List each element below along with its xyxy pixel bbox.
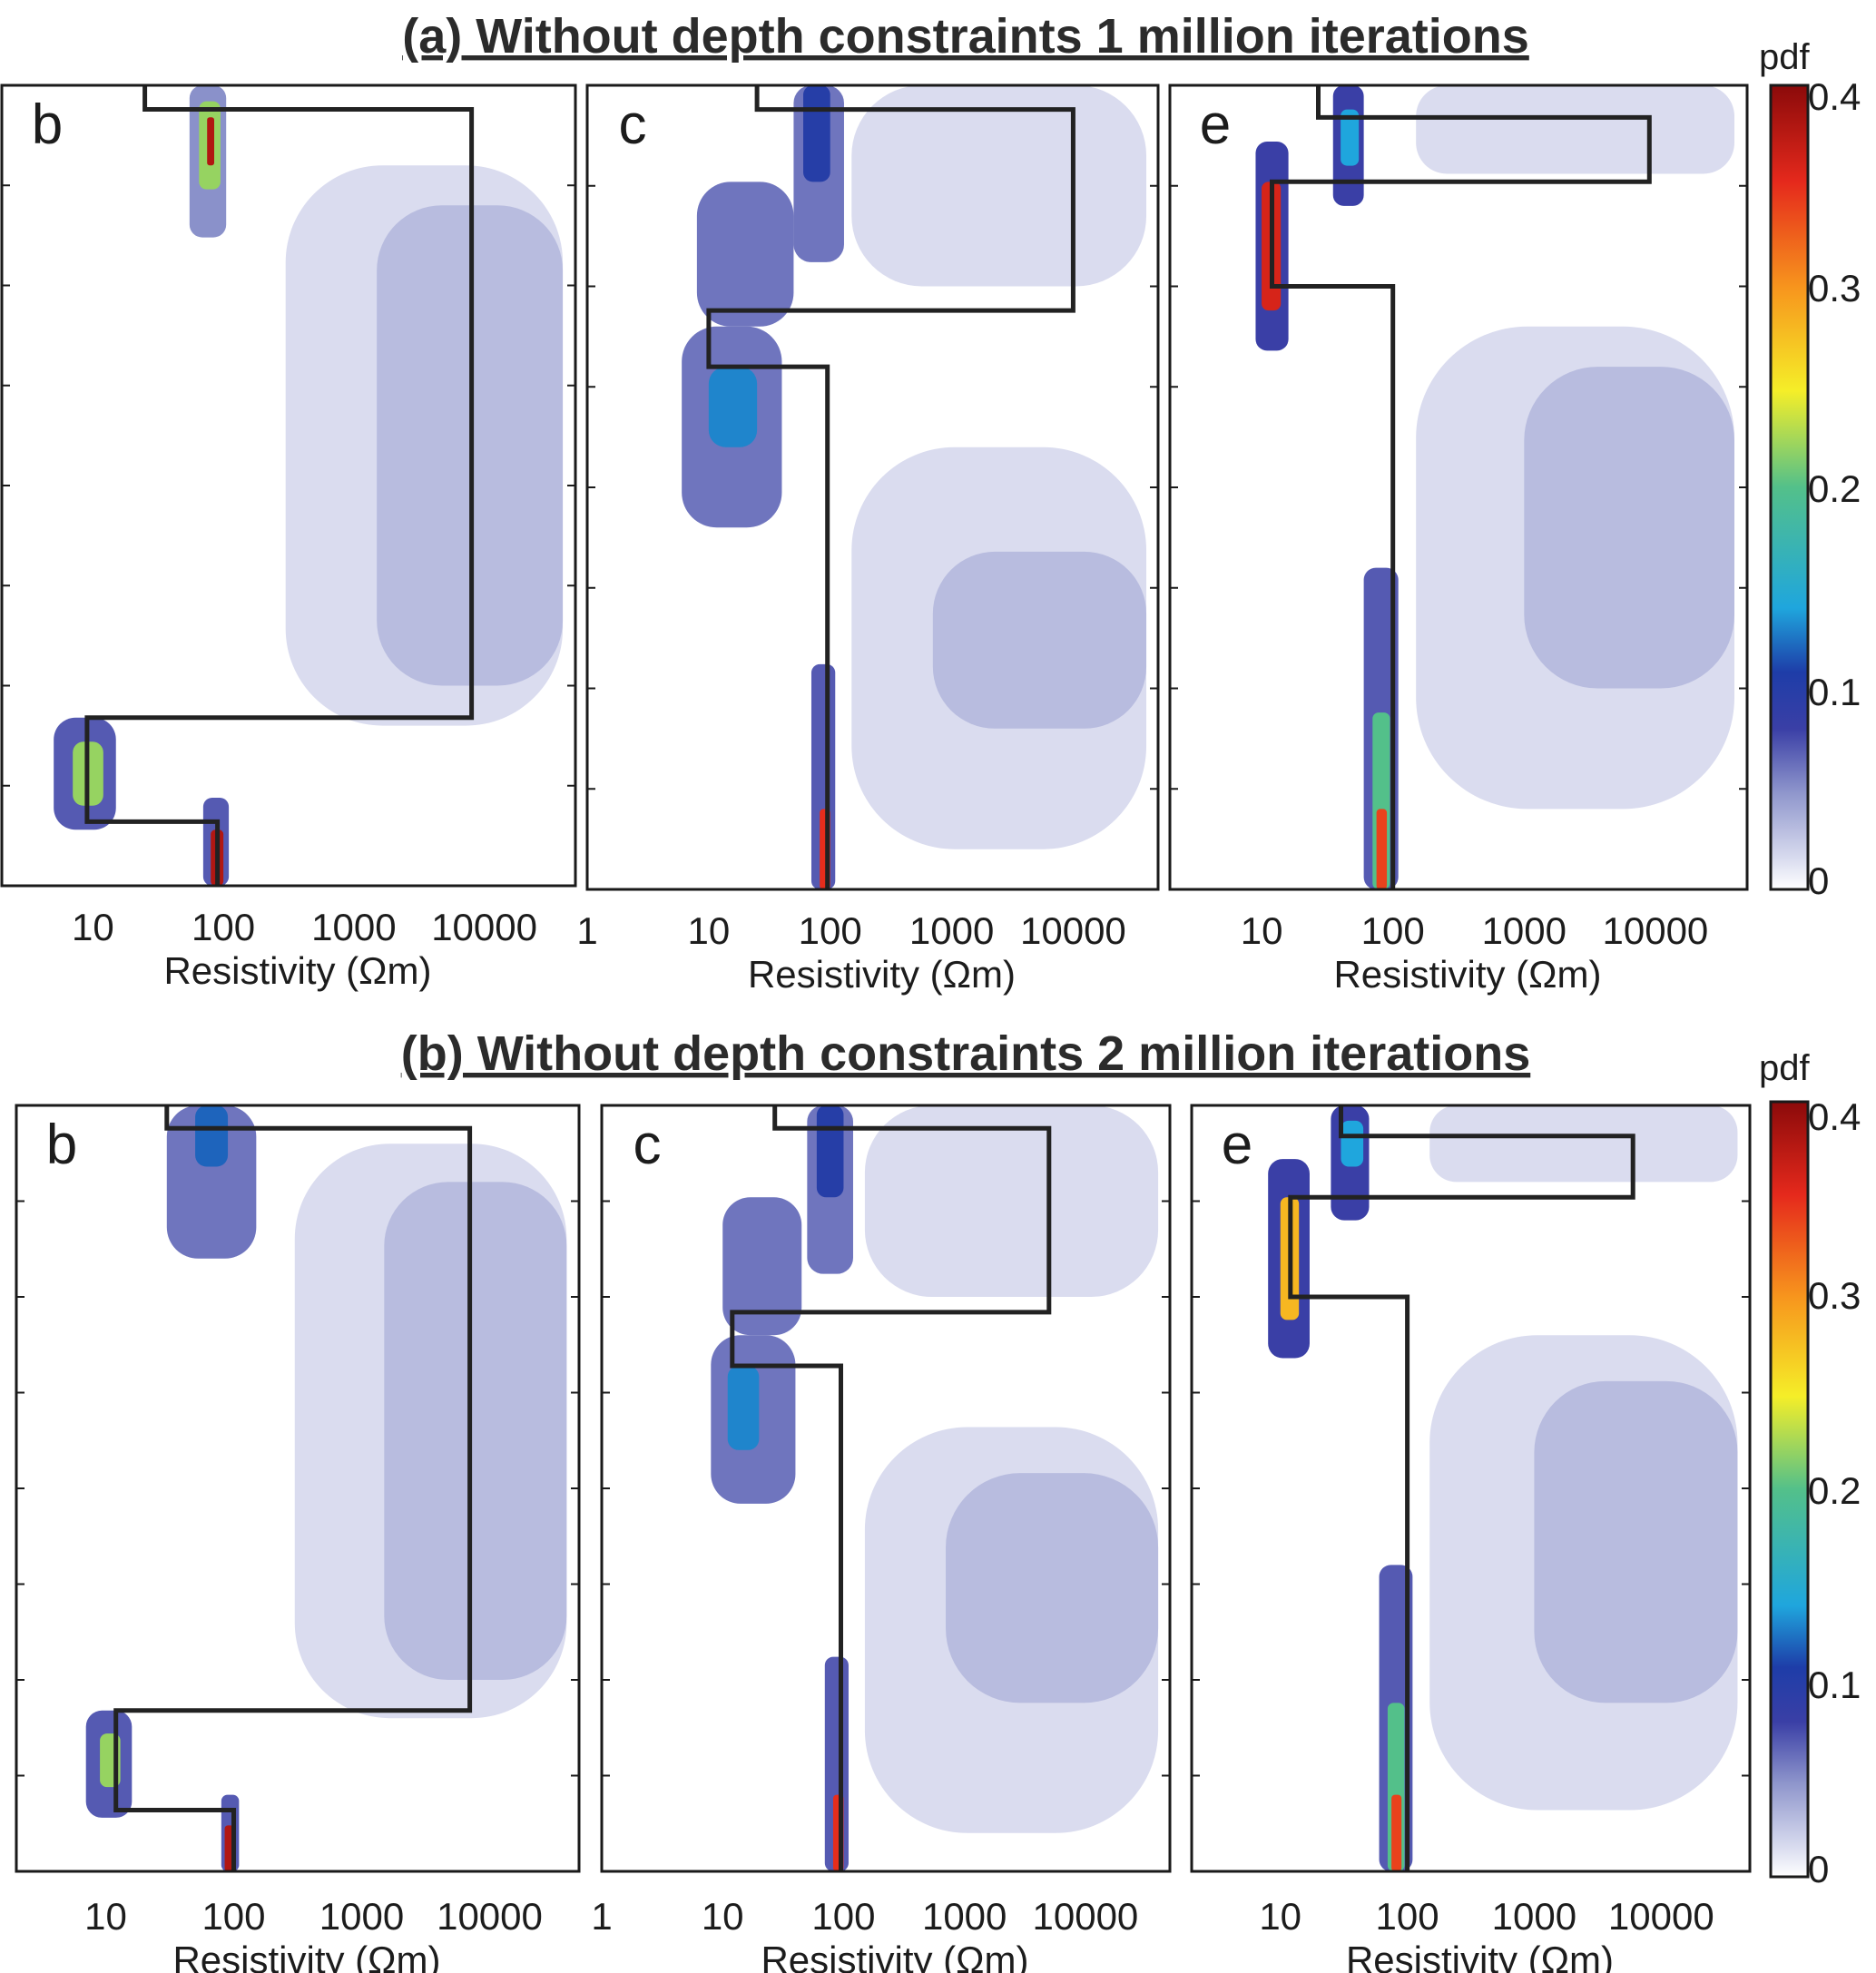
panel-letter: e [1200,93,1231,156]
density-patch [1429,1105,1738,1183]
row-title-a: (a) Without depth constraints 1 million … [402,9,1529,64]
panel-letter: b [46,1114,77,1176]
density-patch [1416,85,1734,174]
x-axis-label: Resistivity (Ωm) [172,1939,440,1973]
x-axis-label: Resistivity (Ωm) [1333,953,1601,996]
x-tick-label: 10 [1241,909,1283,952]
density-patch [722,1197,802,1336]
density-patch [864,1105,1159,1297]
x-tick-label: 100 [201,1895,265,1938]
true-model-line [1288,1105,1635,1871]
density-patch [946,1473,1159,1703]
density-patch [803,85,830,182]
row-title-b: (b) Without depth constraints 2 million … [401,1026,1531,1081]
panel-letter: c [619,93,647,156]
true-model-line [113,1105,473,1871]
density-patch [166,1105,257,1259]
density-patch [696,182,794,327]
x-tick-label: 1 [576,909,597,952]
x-axis-label: Resistivity (Ωm) [163,949,431,992]
panel-letter: c [634,1114,662,1176]
x-tick-label: 100 [1361,909,1425,952]
density-patch [1524,367,1734,689]
x-tick-label: 1000 [1482,909,1567,952]
x-tick-label: 100 [1376,1895,1439,1938]
density-patch [727,1365,760,1450]
true-model-line [84,85,475,886]
x-tick-label: 10 [84,1895,127,1938]
colorbar-tick: 0.3 [1808,267,1861,309]
colorbar-tick: 0.1 [1808,671,1861,713]
colorbar-tick: 0.4 [1808,1095,1861,1138]
x-axis-label: Resistivity (Ωm) [761,1939,1028,1973]
colorbar-label: pdf [1759,37,1810,77]
true-model-line [1270,85,1652,889]
panel-letter: e [1222,1114,1252,1176]
colorbar-a: pdf 0.4 0.3 0.2 0.1 0 [1759,37,1861,902]
colorbar-tick: 0.4 [1808,75,1861,118]
x-tick-label: 10000 [1033,1895,1139,1938]
density-patch [1376,809,1388,889]
density-patch [1391,1794,1402,1871]
colorbar-tick: 0.3 [1808,1274,1861,1317]
colorbar-label: pdf [1759,1048,1810,1088]
density-patch [1341,109,1360,166]
density-patch [384,1182,567,1680]
colorbar-gradient [1769,1100,1810,1879]
x-tick-label: 1000 [319,1895,404,1938]
true-model-line [706,85,1076,889]
density-patch [1534,1380,1738,1703]
x-tick-label: 10000 [1608,1895,1714,1938]
x-axis-label: Resistivity (Ωm) [1346,1939,1614,1973]
panel-letter: b [32,93,63,156]
x-tick-label: 10 [702,1895,744,1938]
x-tick-label: 1000 [922,1895,1007,1938]
density-patch [932,551,1147,729]
colorbar-gradient [1769,83,1810,891]
density-patch [1341,1120,1364,1167]
x-tick-label: 1000 [909,909,994,952]
density-patch [708,367,758,447]
density-patch [195,1105,229,1167]
x-tick-label: 1000 [311,906,396,948]
density-patch [207,117,215,166]
colorbar-b: pdf 0.4 0.3 0.2 0.1 0 [1759,1048,1861,1890]
x-tick-label: 10 [688,909,731,952]
density-patch [816,1105,844,1198]
x-tick-label: 1 [591,1895,612,1938]
colorbar-tick: 0.1 [1808,1664,1861,1706]
x-axis-label: Resistivity (Ωm) [748,953,1016,996]
density-patch [851,85,1147,287]
x-tick-label: 100 [799,909,862,952]
colorbar-tick: 0 [1808,859,1829,902]
true-model-line [730,1105,1052,1871]
x-tick-label: 100 [192,906,255,948]
x-tick-label: 10000 [1603,909,1709,952]
x-tick-label: 10000 [431,906,537,948]
x-tick-label: 1000 [1492,1895,1576,1938]
x-tick-label: 10 [1259,1895,1301,1938]
colorbar-tick: 0.2 [1808,467,1861,510]
colorbar-tick: 0 [1808,1848,1829,1890]
x-tick-label: 10 [72,906,114,948]
colorbar-tick: 0.2 [1808,1469,1861,1512]
x-tick-label: 10000 [1020,909,1126,952]
x-tick-label: 10000 [437,1895,543,1938]
x-tick-label: 100 [811,1895,875,1938]
